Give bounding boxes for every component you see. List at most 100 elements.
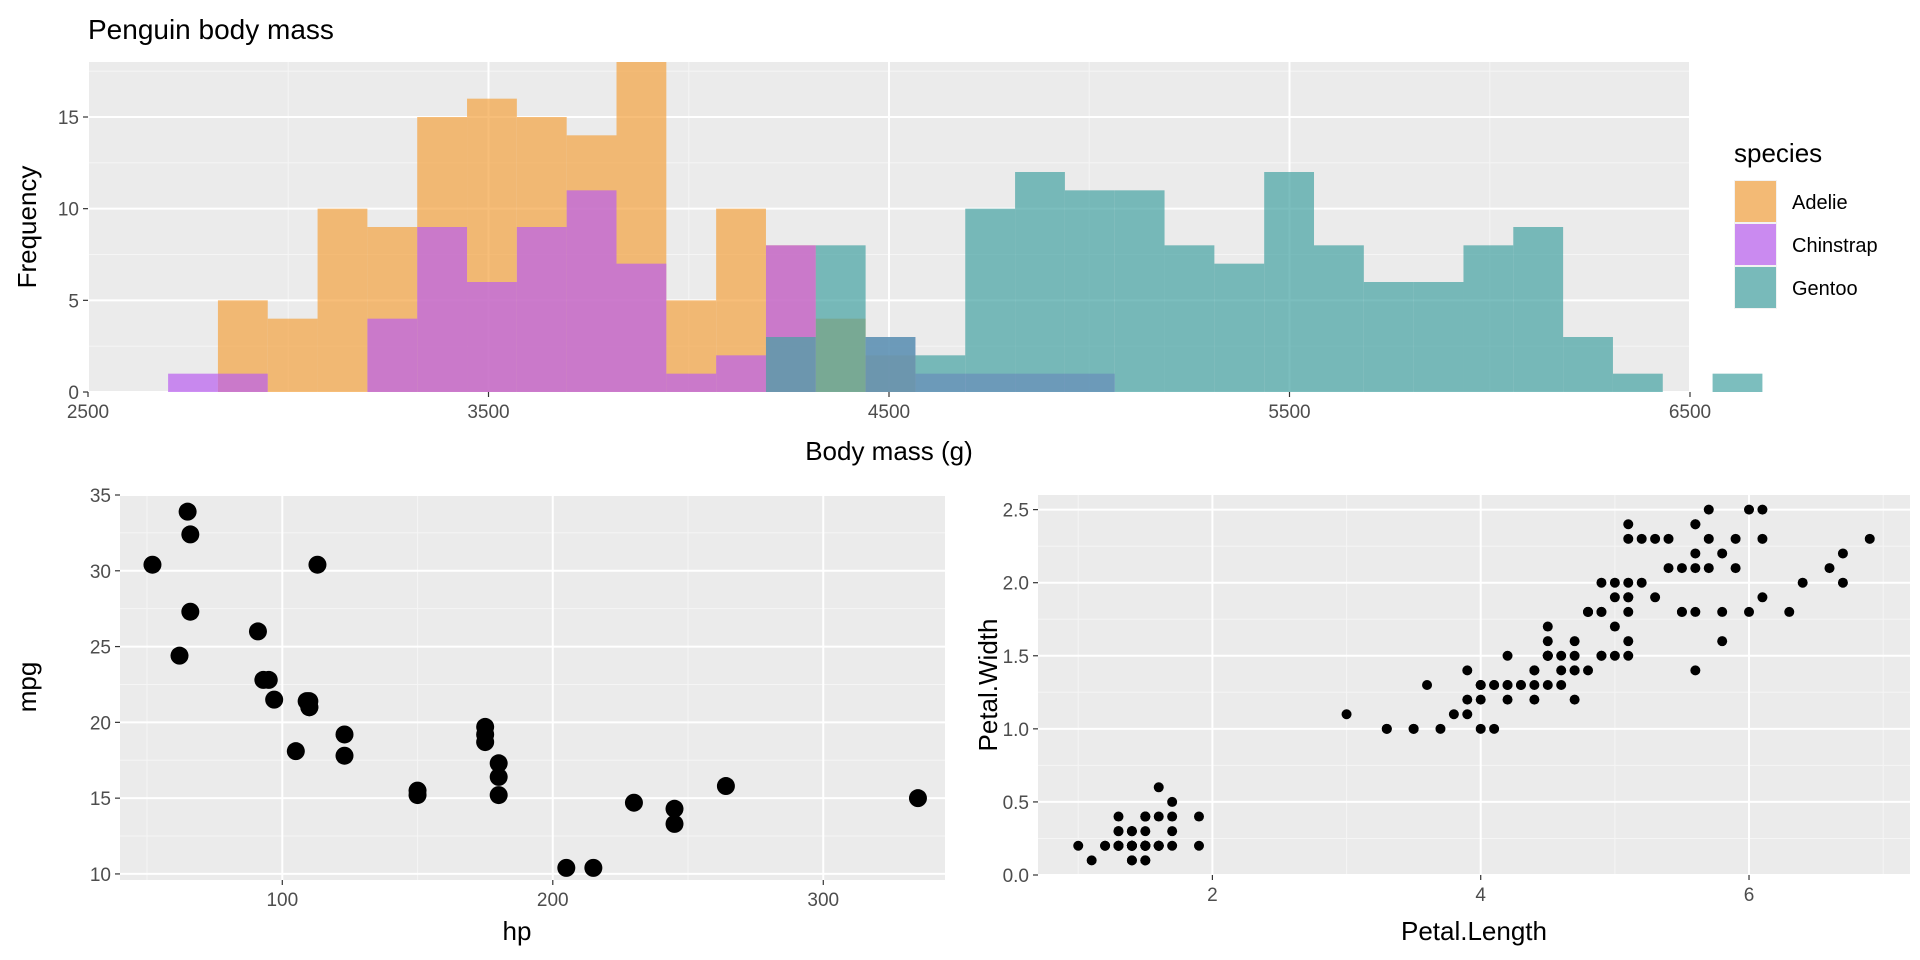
scatter-point	[1757, 504, 1768, 515]
scatter-point	[1126, 840, 1137, 851]
scatter-point	[1730, 563, 1741, 574]
histogram-bar-gentoo	[765, 337, 816, 392]
histogram-bar-gentoo	[1264, 172, 1315, 392]
scatter-point	[408, 786, 427, 805]
scatter-point	[1140, 826, 1151, 837]
scatter-point	[557, 858, 576, 877]
scatter-point	[1502, 694, 1513, 705]
scatter-point	[1126, 826, 1137, 837]
scatter-point	[1623, 636, 1634, 647]
petal-plot-background	[1038, 495, 1910, 875]
scatter-point	[1623, 533, 1634, 544]
scatter-point	[1153, 840, 1164, 851]
scatter-point	[1569, 694, 1580, 705]
histogram-bar-chinstrap	[417, 227, 468, 392]
y-tick-label: 30	[90, 562, 111, 583]
scatter-point	[1717, 606, 1728, 617]
scatter-point	[1730, 533, 1741, 544]
scatter-point	[1609, 592, 1620, 603]
y-tick-label: 20	[90, 713, 111, 734]
scatter-point	[1100, 840, 1111, 851]
scatter-point	[1462, 665, 1473, 676]
histogram-x-axis-label: Body mass (g)	[805, 436, 973, 466]
x-tick-label: 4	[1475, 885, 1486, 906]
scatter-point	[1837, 577, 1848, 588]
scatter-point	[248, 622, 267, 641]
scatter-point	[1744, 606, 1755, 617]
scatter-point	[1515, 680, 1526, 690]
histogram-bar-adelie	[267, 318, 318, 392]
scatter-point	[1703, 563, 1714, 574]
scatter-point	[1609, 621, 1620, 632]
scatter-point	[1126, 855, 1137, 866]
histogram-bar-chinstrap	[716, 355, 766, 392]
scatter-point	[1623, 577, 1634, 588]
scatter-point	[665, 814, 684, 833]
histogram-bar-gentoo	[1563, 337, 1613, 392]
scatter-point	[1583, 606, 1594, 617]
scatter-point	[1703, 504, 1714, 515]
chart-title: Penguin body mass	[88, 14, 334, 45]
scatter-point	[1167, 840, 1178, 851]
scatter-point	[1113, 840, 1124, 851]
scatter-point	[1690, 665, 1701, 676]
legend-title: species	[1734, 138, 1822, 168]
histogram-bar-gentoo	[865, 337, 916, 392]
histogram-bar-gentoo	[1513, 227, 1564, 392]
scatter-point	[1193, 840, 1204, 851]
y-tick-label: 0.0	[1003, 866, 1029, 887]
scatter-point	[1596, 650, 1607, 661]
scatter-point	[143, 555, 162, 574]
legend-label-chinstrap: Chinstrap	[1792, 235, 1878, 257]
petal-points	[1073, 504, 1875, 866]
histogram-y-axis-ticks: 0 5 10 15	[58, 108, 88, 404]
scatter-point	[265, 690, 284, 709]
histogram-bar-gentoo	[1015, 172, 1065, 392]
histogram-y-axis-label: Frequency	[12, 166, 42, 289]
y-tick-label: 5	[68, 291, 79, 312]
scatter-point	[335, 746, 354, 765]
scatter-point	[1690, 519, 1701, 530]
histogram-bar-chinstrap	[666, 373, 717, 392]
scatter-point	[584, 858, 603, 877]
histogram-bar-gentoo	[1214, 263, 1265, 392]
scatter-point	[1650, 533, 1661, 544]
hp-mpg-scatter-panel: 100 200 300 10 15 20 25 30 35 hp mpg	[12, 486, 945, 946]
legend-label-adelie: Adelie	[1792, 192, 1848, 214]
scatter-point	[1167, 811, 1178, 822]
scatter-point	[1864, 533, 1875, 544]
histogram-bar-gentoo	[965, 208, 1016, 392]
hp-axis-ticks: 100 200 300	[266, 880, 839, 911]
scatter-point	[476, 717, 495, 736]
hp-axis-label: hp	[503, 916, 532, 946]
hp-mpg-gridlines	[120, 494, 945, 880]
petal-width-axis-label: Petal.Width	[973, 619, 1003, 752]
scatter-point	[1663, 533, 1674, 544]
histogram-bar-adelie	[317, 208, 368, 392]
mpg-axis-ticks: 10 15 20 25 30 35	[90, 486, 120, 886]
scatter-point	[1475, 723, 1486, 734]
y-tick-label: 1.0	[1003, 720, 1029, 741]
y-tick-label: 1.5	[1003, 647, 1029, 668]
scatter-point	[1502, 680, 1513, 690]
scatter-point	[1650, 592, 1661, 603]
scatter-point	[1435, 723, 1446, 734]
scatter-point	[178, 502, 197, 521]
scatter-point	[1690, 548, 1701, 559]
scatter-point	[1448, 709, 1459, 720]
x-tick-label: 2	[1207, 885, 1218, 906]
histogram-bar-chinstrap	[217, 373, 268, 392]
scatter-point	[1542, 621, 1553, 632]
petal-length-axis-label: Petal.Length	[1401, 916, 1547, 946]
scatter-point	[181, 602, 200, 621]
histogram-bar-chinstrap	[566, 190, 617, 392]
x-tick-label: 200	[537, 890, 569, 911]
scatter-point	[1663, 563, 1674, 574]
scatter-point	[1167, 826, 1178, 837]
hp-mpg-plot-background	[120, 495, 945, 880]
scatter-point	[1797, 577, 1808, 588]
scatter-point	[335, 725, 354, 744]
histogram-x-axis-ticks: 2500 3500 4500 5500 6500	[67, 392, 1711, 423]
scatter-point	[1462, 694, 1473, 705]
